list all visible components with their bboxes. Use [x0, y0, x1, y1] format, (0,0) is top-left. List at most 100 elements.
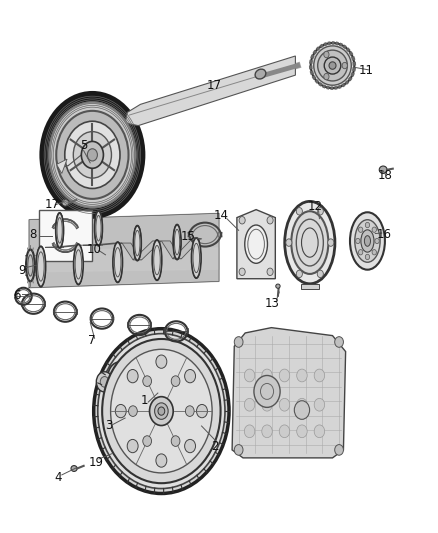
Ellipse shape: [37, 246, 45, 287]
Polygon shape: [237, 209, 276, 279]
Ellipse shape: [102, 339, 221, 483]
Ellipse shape: [26, 249, 35, 281]
Circle shape: [171, 376, 180, 386]
Circle shape: [185, 406, 194, 416]
Circle shape: [342, 62, 347, 69]
Circle shape: [372, 249, 376, 255]
Ellipse shape: [355, 220, 380, 262]
Ellipse shape: [38, 251, 44, 282]
Circle shape: [262, 369, 272, 382]
Polygon shape: [94, 243, 122, 245]
Ellipse shape: [364, 236, 371, 246]
Text: 15: 15: [181, 230, 196, 243]
Circle shape: [358, 249, 363, 255]
Ellipse shape: [361, 230, 374, 252]
Ellipse shape: [56, 111, 128, 199]
Text: 8: 8: [29, 228, 37, 241]
Ellipse shape: [254, 375, 280, 407]
Ellipse shape: [81, 141, 103, 168]
Circle shape: [279, 398, 290, 411]
Ellipse shape: [173, 224, 181, 260]
Ellipse shape: [75, 248, 81, 280]
Text: 17: 17: [45, 198, 60, 211]
Ellipse shape: [115, 405, 126, 418]
Ellipse shape: [156, 355, 167, 368]
Circle shape: [244, 369, 255, 382]
Circle shape: [171, 436, 180, 446]
Ellipse shape: [134, 226, 141, 261]
Ellipse shape: [311, 43, 354, 88]
Ellipse shape: [245, 225, 268, 263]
Polygon shape: [57, 159, 67, 173]
Ellipse shape: [285, 201, 335, 284]
Circle shape: [314, 369, 325, 382]
Text: 13: 13: [265, 297, 280, 310]
Ellipse shape: [329, 62, 336, 69]
Text: 2: 2: [211, 440, 219, 453]
Circle shape: [328, 239, 334, 246]
Text: 1: 1: [141, 394, 148, 407]
Ellipse shape: [74, 244, 82, 285]
Circle shape: [267, 216, 273, 224]
Circle shape: [279, 425, 290, 438]
Ellipse shape: [318, 50, 347, 81]
Ellipse shape: [113, 243, 123, 282]
Ellipse shape: [291, 211, 328, 274]
Ellipse shape: [194, 242, 199, 274]
Ellipse shape: [74, 245, 83, 284]
Ellipse shape: [127, 369, 138, 383]
Ellipse shape: [185, 439, 195, 453]
Ellipse shape: [156, 454, 167, 467]
Circle shape: [286, 239, 292, 246]
Circle shape: [358, 227, 363, 232]
Circle shape: [279, 369, 290, 382]
Circle shape: [317, 207, 323, 215]
Ellipse shape: [96, 372, 113, 392]
Circle shape: [143, 436, 152, 446]
Circle shape: [314, 425, 325, 438]
Ellipse shape: [152, 240, 162, 280]
Ellipse shape: [117, 373, 123, 381]
Ellipse shape: [115, 246, 120, 278]
Ellipse shape: [197, 405, 208, 418]
Circle shape: [234, 445, 243, 455]
Circle shape: [365, 222, 370, 228]
Ellipse shape: [350, 212, 385, 270]
Ellipse shape: [108, 362, 132, 391]
Ellipse shape: [56, 213, 63, 248]
Polygon shape: [63, 169, 75, 185]
Ellipse shape: [65, 121, 120, 189]
Ellipse shape: [379, 166, 387, 173]
Polygon shape: [125, 56, 295, 126]
Ellipse shape: [191, 238, 201, 278]
Ellipse shape: [73, 132, 111, 178]
Circle shape: [372, 227, 376, 232]
Ellipse shape: [36, 247, 46, 286]
Text: 9: 9: [18, 264, 25, 277]
Circle shape: [324, 51, 329, 58]
Polygon shape: [133, 241, 161, 260]
Ellipse shape: [324, 57, 341, 74]
Text: 19: 19: [88, 456, 103, 469]
Circle shape: [335, 337, 343, 348]
Ellipse shape: [100, 376, 109, 387]
Polygon shape: [55, 245, 83, 247]
Ellipse shape: [111, 349, 212, 473]
Ellipse shape: [276, 284, 280, 288]
Ellipse shape: [42, 94, 143, 216]
Circle shape: [297, 398, 307, 411]
Polygon shape: [301, 284, 318, 289]
Circle shape: [365, 254, 370, 260]
Text: 12: 12: [307, 200, 322, 213]
Circle shape: [317, 270, 323, 278]
Circle shape: [356, 238, 360, 244]
Ellipse shape: [294, 401, 310, 419]
Ellipse shape: [135, 230, 140, 256]
Ellipse shape: [153, 240, 161, 280]
Circle shape: [296, 270, 302, 278]
Polygon shape: [29, 213, 219, 288]
Ellipse shape: [149, 397, 173, 425]
Ellipse shape: [28, 255, 33, 276]
Text: 10: 10: [87, 243, 102, 256]
Circle shape: [314, 398, 325, 411]
